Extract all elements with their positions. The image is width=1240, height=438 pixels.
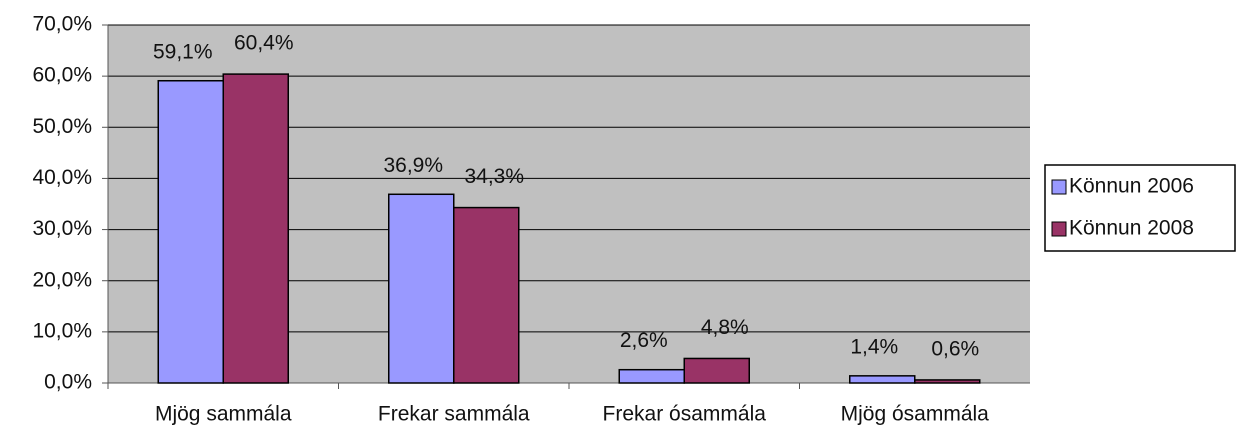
bar (914, 379, 981, 384)
y-tick-label: 10,0% (32, 319, 92, 342)
legend-label: Könnun 2008 (1069, 217, 1194, 240)
x-tick-label: Mjög sammála (155, 403, 292, 426)
data-label: 59,1% (153, 40, 213, 63)
y-tick-label: 0,0% (44, 371, 92, 394)
y-tick-label: 30,0% (32, 217, 92, 240)
legend-box (1044, 164, 1236, 252)
bar (388, 193, 455, 384)
data-label: 0,6% (931, 337, 979, 360)
x-tick-label: Frekar sammála (378, 403, 530, 426)
data-label: 4,8% (701, 316, 749, 339)
bar (849, 375, 916, 384)
data-label: 2,6% (620, 329, 668, 352)
bar (453, 206, 520, 384)
bar (683, 357, 750, 384)
data-label: 60,4% (234, 32, 294, 55)
y-tick-label: 60,0% (32, 64, 92, 87)
y-tick-label: 40,0% (32, 166, 92, 189)
x-tick-label: Mjög ósammála (841, 403, 990, 426)
legend-label: Könnun 2006 (1069, 175, 1194, 198)
y-tick-label: 50,0% (32, 115, 92, 138)
bar (222, 73, 289, 384)
data-label: 36,9% (383, 154, 443, 177)
x-tick-label: Frekar ósammála (603, 403, 767, 426)
y-tick-label: 70,0% (32, 13, 92, 36)
data-label: 1,4% (850, 335, 898, 358)
y-tick-label: 20,0% (32, 268, 92, 291)
legend-swatch (1051, 221, 1067, 237)
bar (618, 368, 685, 384)
bar (157, 79, 224, 384)
legend-swatch (1051, 179, 1067, 195)
data-label: 34,3% (464, 165, 524, 188)
